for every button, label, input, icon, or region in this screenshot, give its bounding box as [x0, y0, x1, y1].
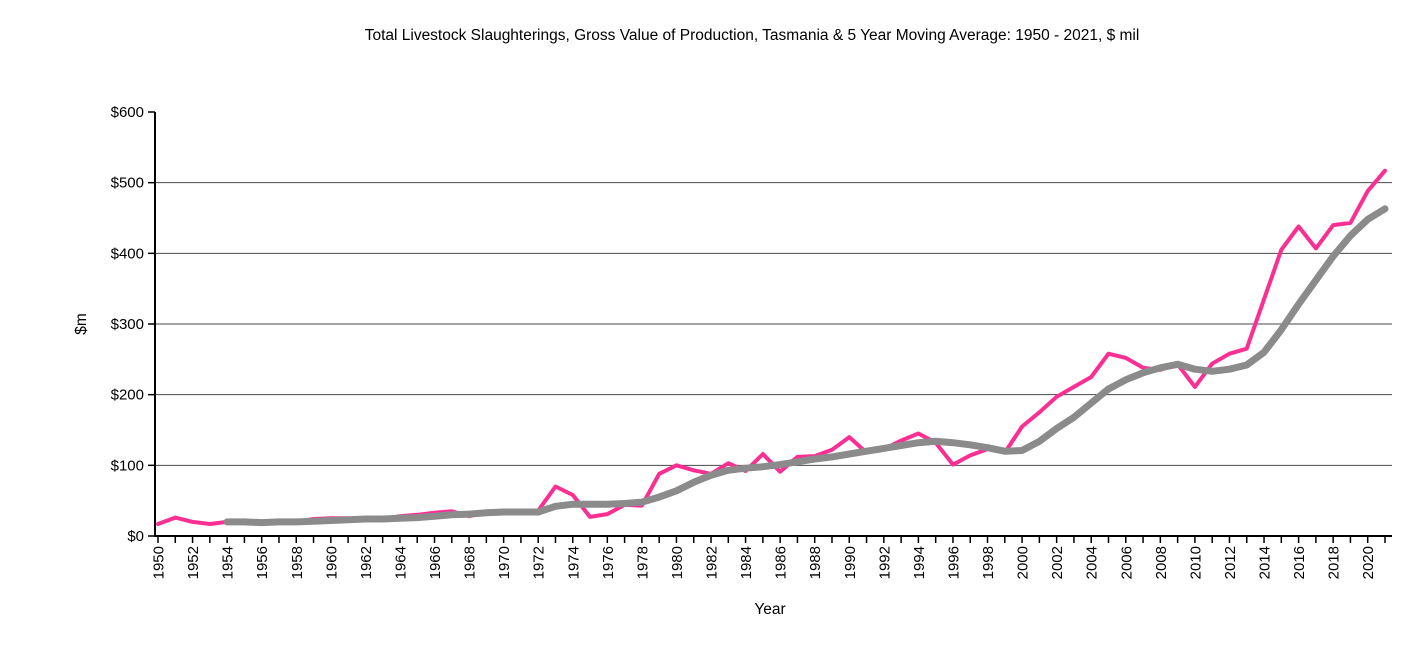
x-tick-label: 2008	[1153, 546, 1170, 579]
y-tick-label: $100	[111, 457, 144, 474]
y-tick-label: $600	[111, 104, 144, 121]
axes	[148, 111, 1392, 543]
chart-title: Total Livestock Slaughterings, Gross Val…	[365, 27, 1140, 44]
x-tick-label: 2014	[1257, 546, 1274, 579]
x-tick-label: 1974	[565, 546, 582, 579]
x-tick-label: 1970	[496, 546, 513, 579]
series-line-moving-average	[223, 205, 1389, 527]
x-tick-label: 1988	[807, 546, 824, 579]
x-tick-label: 1966	[427, 546, 444, 579]
x-tick-label: 2002	[1049, 546, 1066, 579]
x-tick-label: 1962	[358, 546, 375, 579]
x-tick-label: 1980	[669, 546, 686, 579]
x-tick-label: 1954	[220, 546, 237, 579]
x-tick-label: 2012	[1222, 546, 1239, 579]
x-tick-label: 2018	[1326, 546, 1343, 579]
y-tick-label: $400	[111, 245, 144, 262]
x-tick-label: 2004	[1084, 546, 1101, 579]
x-tick-label: 1972	[531, 546, 548, 579]
y-tick-label: $0	[127, 528, 144, 545]
x-tick-label: 2000	[1015, 546, 1032, 579]
y-axis-title: $m	[73, 313, 90, 335]
gridlines	[155, 182, 1392, 466]
x-tick-label: 1990	[842, 546, 859, 579]
y-tick-label: $200	[111, 387, 144, 404]
x-tick-label: 1958	[289, 546, 306, 579]
y-tick-label: $300	[111, 316, 144, 333]
x-tick-label: 1960	[323, 546, 340, 579]
x-tick-label: 1976	[600, 546, 617, 579]
x-tick-label: 1964	[392, 546, 409, 579]
y-tick-labels: $0 $100 $200 $300 $400 $500 $600	[111, 104, 144, 545]
x-tick-label: 1996	[945, 546, 962, 579]
x-tick-label: 1986	[773, 546, 790, 579]
x-tick-label: 1968	[462, 546, 479, 579]
x-tick-label: 2010	[1187, 546, 1204, 579]
x-tick-label: 2020	[1360, 546, 1377, 579]
x-tick-label: 1978	[634, 546, 651, 579]
y-tick-label: $500	[111, 175, 144, 192]
x-tick-label: 2016	[1291, 546, 1308, 579]
x-tick-label: 1984	[738, 546, 755, 579]
x-tick-label: 1950	[151, 546, 168, 579]
series-line-annual-value	[156, 168, 1387, 526]
x-tick-label: 1952	[185, 546, 202, 579]
x-axis-title: Year	[754, 601, 785, 618]
series-lines	[156, 168, 1389, 527]
x-tick-label: 1994	[911, 546, 928, 579]
x-tick-label: 1998	[980, 546, 997, 579]
x-tick-label: 1992	[876, 546, 893, 579]
x-tick-labels: 1950 1952 1954 1956 1958 1960 1962 1964 1966 1968…	[151, 546, 1378, 579]
x-tick-label: 1956	[254, 546, 271, 579]
x-tick-label: 1982	[704, 546, 721, 579]
x-tick-label: 2006	[1118, 546, 1135, 579]
